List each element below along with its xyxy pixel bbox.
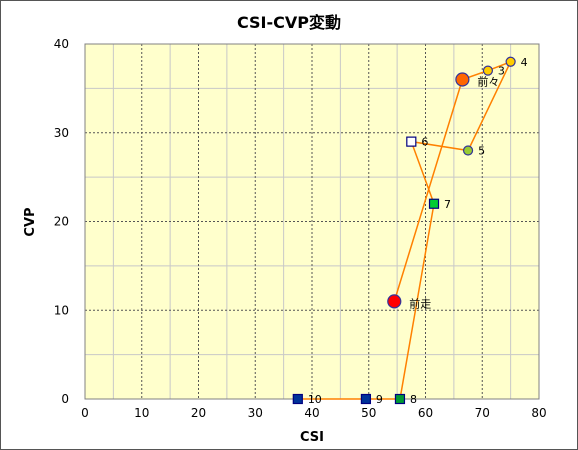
chart-title: CSI-CVP変動 (237, 13, 341, 32)
x-tick-label: 80 (531, 406, 546, 420)
x-tick-label: 70 (475, 406, 490, 420)
x-tick-label: 30 (248, 406, 263, 420)
y-tick-label: 0 (61, 392, 69, 406)
point-label: 9 (376, 393, 383, 406)
point-label: 8 (410, 393, 417, 406)
point-label: 7 (444, 198, 451, 211)
point-label: 前走 (409, 296, 431, 310)
data-point-7 (428, 198, 440, 209)
y-tick-label: 40 (54, 37, 69, 51)
series-line (297, 60, 513, 400)
data-point-3 (482, 65, 494, 76)
x-tick-label: 20 (191, 406, 206, 420)
trajectory-line (297, 60, 513, 400)
x-tick-labels: 0 10 20 30 40 50 60 70 80 (81, 406, 546, 420)
data-point-6 (406, 136, 417, 147)
point-label: 3 (498, 65, 505, 78)
data-point-9 (360, 393, 372, 405)
x-axis-label: CSI (300, 430, 324, 445)
data-point-4 (505, 56, 516, 67)
x-tick-label: 10 (134, 406, 149, 420)
data-points (292, 56, 516, 405)
data-point-5 (462, 145, 474, 156)
point-label: 6 (421, 136, 428, 149)
data-point-前走 (387, 294, 402, 309)
point-label: 10 (308, 393, 322, 406)
point-label: 前々 (477, 75, 499, 89)
x-tick-label: 60 (418, 406, 433, 420)
y-tick-label: 30 (54, 126, 69, 140)
data-point-10 (292, 393, 303, 405)
x-tick-label: 0 (81, 406, 89, 420)
y-tick-labels: 0 10 20 30 40 (54, 37, 69, 406)
point-label: 5 (478, 145, 485, 158)
y-tick-label: 20 (54, 215, 69, 229)
x-tick-label: 50 (361, 406, 376, 420)
y-axis-label: CVP (23, 207, 38, 236)
point-label: 4 (521, 56, 528, 69)
data-point-8 (394, 393, 406, 405)
major-gridlines (85, 44, 539, 399)
y-tick-label: 10 (54, 303, 69, 317)
point-labels: 前走 前々3 4 5 6 7 8 9 10 (308, 56, 528, 406)
data-point-前々 (455, 72, 470, 87)
x-tick-label: 40 (304, 406, 319, 420)
